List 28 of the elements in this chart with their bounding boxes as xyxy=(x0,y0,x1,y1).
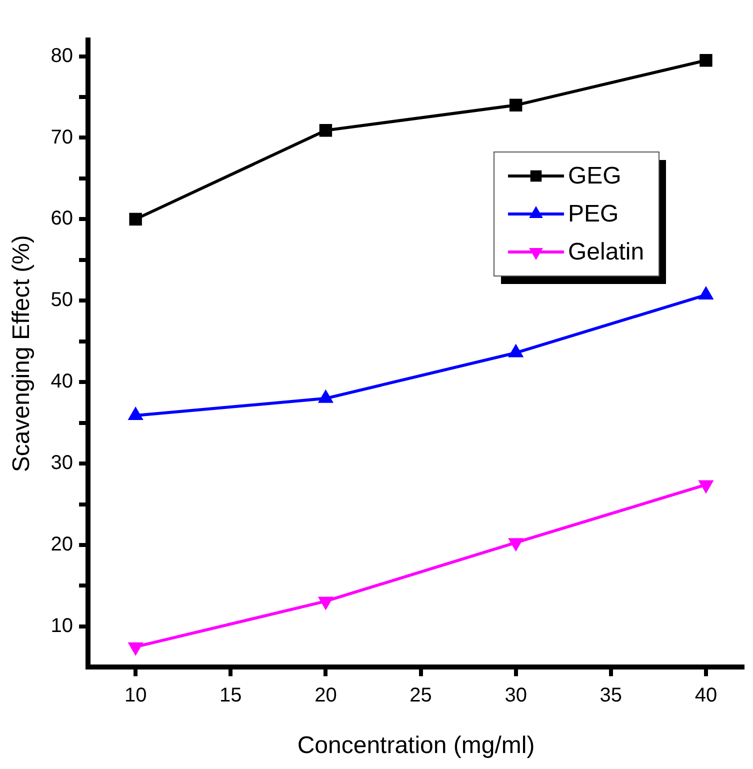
y-tick-label: 40 xyxy=(50,370,74,393)
y-tick-label: 80 xyxy=(50,44,74,67)
legend-label: Gelatin xyxy=(568,238,644,266)
x-axis-title: Concentration (mg/ml) xyxy=(297,732,535,760)
point xyxy=(129,212,142,226)
x-tick-label: 35 xyxy=(600,684,622,707)
x-tick-label: 15 xyxy=(220,684,242,707)
y-tick-label: 60 xyxy=(50,208,74,230)
point xyxy=(509,98,522,112)
y-tick-label: 50 xyxy=(50,289,74,312)
point xyxy=(319,124,332,137)
y-axis-title: Scavenging Effect (%) xyxy=(8,235,36,472)
y-tick-label: 70 xyxy=(50,126,74,148)
x-tick-label: 30 xyxy=(504,684,527,707)
x-tick-label: 10 xyxy=(124,684,147,707)
x-tick-label: 40 xyxy=(694,684,718,707)
y-tick-label: 30 xyxy=(50,452,74,474)
y-tick-label: 20 xyxy=(50,534,74,556)
point xyxy=(698,480,714,494)
legend-label: PEG xyxy=(568,200,619,228)
y-tick-label: 10 xyxy=(50,614,74,637)
point xyxy=(128,642,144,656)
x-tick-label: 25 xyxy=(410,684,432,707)
point xyxy=(508,538,524,552)
legend-label: GEG xyxy=(568,162,622,190)
point xyxy=(318,596,334,610)
x-tick-label: 20 xyxy=(314,684,337,707)
point xyxy=(700,54,712,67)
